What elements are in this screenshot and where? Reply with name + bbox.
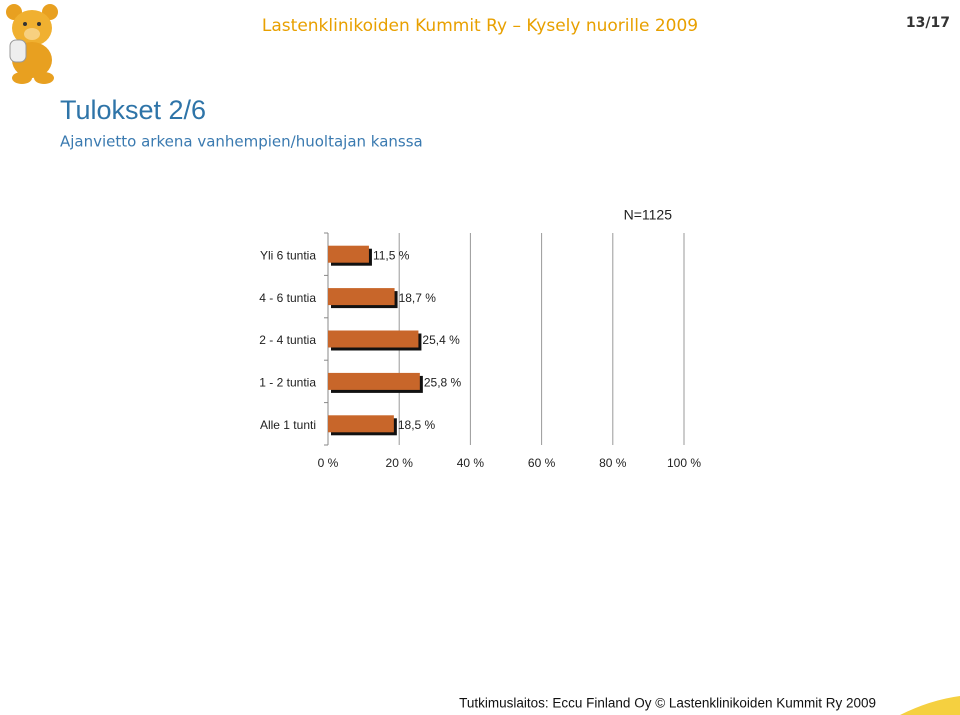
annotation: N=1125 xyxy=(624,207,673,223)
x-tick-label: 0 % xyxy=(318,456,339,470)
bar xyxy=(328,330,419,348)
subtitle: Ajanvietto arkena vanhempien/huoltajan k… xyxy=(60,133,423,151)
value-label: 18,5 % xyxy=(398,418,436,432)
y-tick-label: Yli 6 tuntia xyxy=(260,248,316,262)
page-number: 13/17 xyxy=(906,15,950,31)
x-tick-label: 100 % xyxy=(667,456,701,470)
footer: Tutkimuslaitos: Eccu Finland Oy © Lasten… xyxy=(459,696,876,711)
bar xyxy=(328,245,369,263)
title: Tulokset 2/6 xyxy=(60,95,206,125)
x-tick-label: 60 % xyxy=(528,456,556,470)
bar xyxy=(328,415,394,433)
value-label: 11,5 % xyxy=(373,248,410,262)
value-label: 18,7 % xyxy=(399,291,437,305)
logo xyxy=(6,4,58,84)
header: Lastenklinikoiden Kummit Ry – Kysely nuo… xyxy=(262,16,698,36)
x-tick-label: 80 % xyxy=(599,456,627,470)
x-tick-label: 20 % xyxy=(386,456,414,470)
corner-swoosh xyxy=(900,696,960,715)
value-label: 25,8 % xyxy=(424,376,462,390)
plot: 0 % 20 % 40 % 60 % 80 % 100 % Yli 6 tuntia 11,5… xyxy=(259,232,701,470)
bar xyxy=(328,372,420,390)
bar xyxy=(328,288,395,306)
y-tick-label: 1 - 2 tuntia xyxy=(259,376,316,390)
value-label: 25,4 % xyxy=(422,333,460,347)
y-tick-label: Alle 1 tunti xyxy=(260,418,316,432)
y-tick-label: 4 - 6 tuntia xyxy=(259,291,316,305)
y-tick-label: 2 - 4 tuntia xyxy=(259,333,316,347)
x-tick-label: 40 % xyxy=(457,456,485,470)
